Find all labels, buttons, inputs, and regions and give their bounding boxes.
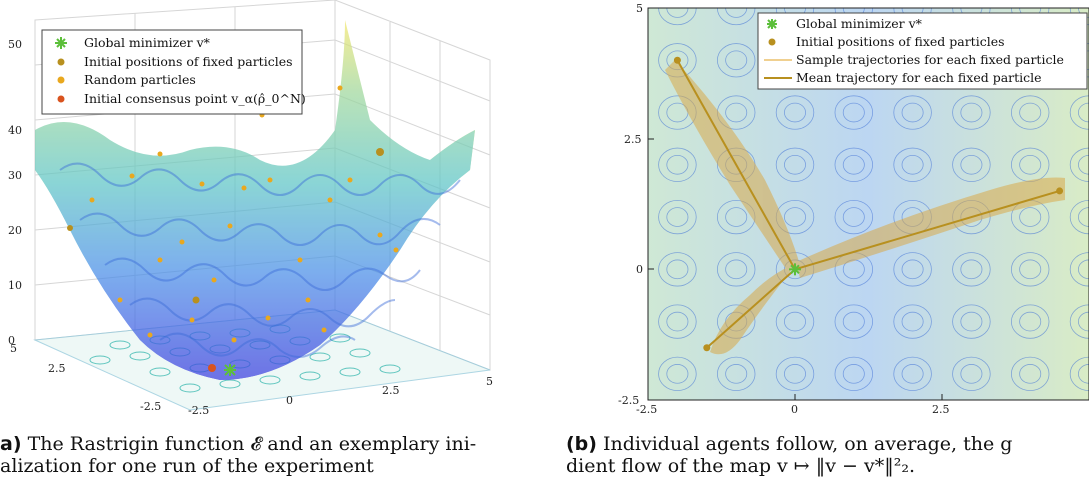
contour-ring: [600, 305, 638, 338]
asterisk-icon: [767, 19, 777, 29]
contour-ring: [600, 96, 638, 129]
contour-ring: [608, 103, 629, 122]
dot-icon: [58, 77, 65, 84]
legend-right: Global minimizer v* Initial positions of…: [758, 13, 1087, 89]
contour-ring: [600, 200, 638, 233]
legend-item: Mean trajectory for each fixed particle: [796, 70, 1042, 85]
caption-label: a): [0, 433, 22, 455]
contour-ring: [608, 0, 629, 17]
y-tick: -2.5: [140, 400, 161, 413]
x-tick: 0: [286, 394, 293, 407]
contour-ring: [600, 357, 638, 390]
caption-text: Individual agents follow, on average, th…: [603, 433, 1012, 455]
x-tick: 2.5: [932, 403, 950, 416]
y-tick: 5: [10, 342, 17, 355]
contour-ring: [608, 364, 629, 383]
consensus-point: [208, 364, 216, 372]
fixed-particle: [1056, 187, 1063, 194]
z-tick: 30: [8, 169, 22, 182]
trajectory-plot: 5 2.5 0 -2.5 -2.5 0 2.5 Global minimizer…: [560, 0, 1089, 420]
y-tick: 2.5: [48, 362, 66, 375]
z-tick: 20: [8, 224, 22, 237]
contour-ring: [608, 155, 629, 174]
contour-ring: [600, 409, 638, 420]
dot-icon: [769, 39, 776, 46]
legend-item: Random particles: [84, 72, 196, 87]
x-tick: -2.5: [636, 403, 657, 416]
contour-ring: [659, 409, 697, 420]
legend-item: Global minimizer v*: [796, 16, 923, 31]
contour-ring: [843, 417, 864, 420]
z-tick: 40: [8, 124, 22, 137]
x-tick: 0: [791, 403, 798, 416]
contour-ring: [835, 409, 873, 420]
caption-right: (b) Individual agents follow, on average…: [566, 433, 1089, 477]
legend-item: Initial consensus point v_α(ρ̂_0^N): [84, 91, 306, 106]
contour-ring: [608, 260, 629, 279]
dot-icon: [58, 96, 65, 103]
legend-left: Global minimizer v* Initial positions of…: [42, 30, 306, 114]
caption-text: alization for one run of the experiment: [0, 455, 374, 477]
y-tick: 0: [636, 263, 643, 276]
contour-ring: [600, 44, 638, 77]
caption-label: (b): [566, 433, 597, 455]
contour-ring: [600, 148, 638, 181]
x-tick: -2.5: [188, 404, 209, 417]
contour-ring: [667, 417, 688, 420]
dot-icon: [58, 59, 65, 66]
caption-text: dient flow of the map v ↦ ‖v − v*‖²₂.: [566, 455, 915, 477]
fixed-particle: [674, 57, 681, 64]
contour-ring: [608, 417, 629, 420]
x-tick: 5: [486, 375, 493, 388]
y-tick: 2.5: [624, 133, 642, 146]
legend-item: Sample trajectories for each fixed parti…: [796, 52, 1064, 67]
surface-plot: 0 10 20 30 40 50 -2.5 0 2.5 5 -2.5 2.5 5: [0, 0, 540, 430]
contour-ring: [902, 417, 923, 420]
global-minimizer-marker: [224, 364, 236, 376]
contour-ring: [953, 409, 991, 420]
contour-ring: [1011, 409, 1049, 420]
contour-ring: [608, 208, 629, 227]
contour-ring: [600, 0, 638, 25]
legend-item: Initial positions of fixed particles: [796, 34, 1005, 49]
fixed-particle: [703, 344, 710, 351]
contour-ring: [894, 409, 932, 420]
contour-ring: [600, 253, 638, 286]
contour-ring: [726, 417, 747, 420]
contour-ring: [1020, 417, 1041, 420]
caption-text: The Rastrigin function 𝓔 and an exemplar…: [28, 433, 477, 455]
z-tick: 50: [8, 38, 22, 51]
z-axis-ticks: 0 10 20 30 40 50: [8, 38, 22, 347]
contour-ring: [608, 312, 629, 331]
contour-ring: [961, 417, 982, 420]
legend-item: Global minimizer v*: [84, 35, 211, 50]
contour-ring: [717, 409, 755, 420]
contour-ring: [1070, 409, 1089, 420]
contour-ring: [1078, 417, 1089, 420]
contour-ring: [608, 51, 629, 70]
y-tick: 5: [636, 2, 643, 15]
contour-ring: [784, 417, 805, 420]
z-tick: 10: [8, 279, 22, 292]
legend-item: Initial positions of fixed particles: [84, 54, 293, 69]
x-tick: 2.5: [382, 384, 400, 397]
caption-left: a) The Rastrigin function 𝓔 and an exemp…: [0, 433, 545, 477]
